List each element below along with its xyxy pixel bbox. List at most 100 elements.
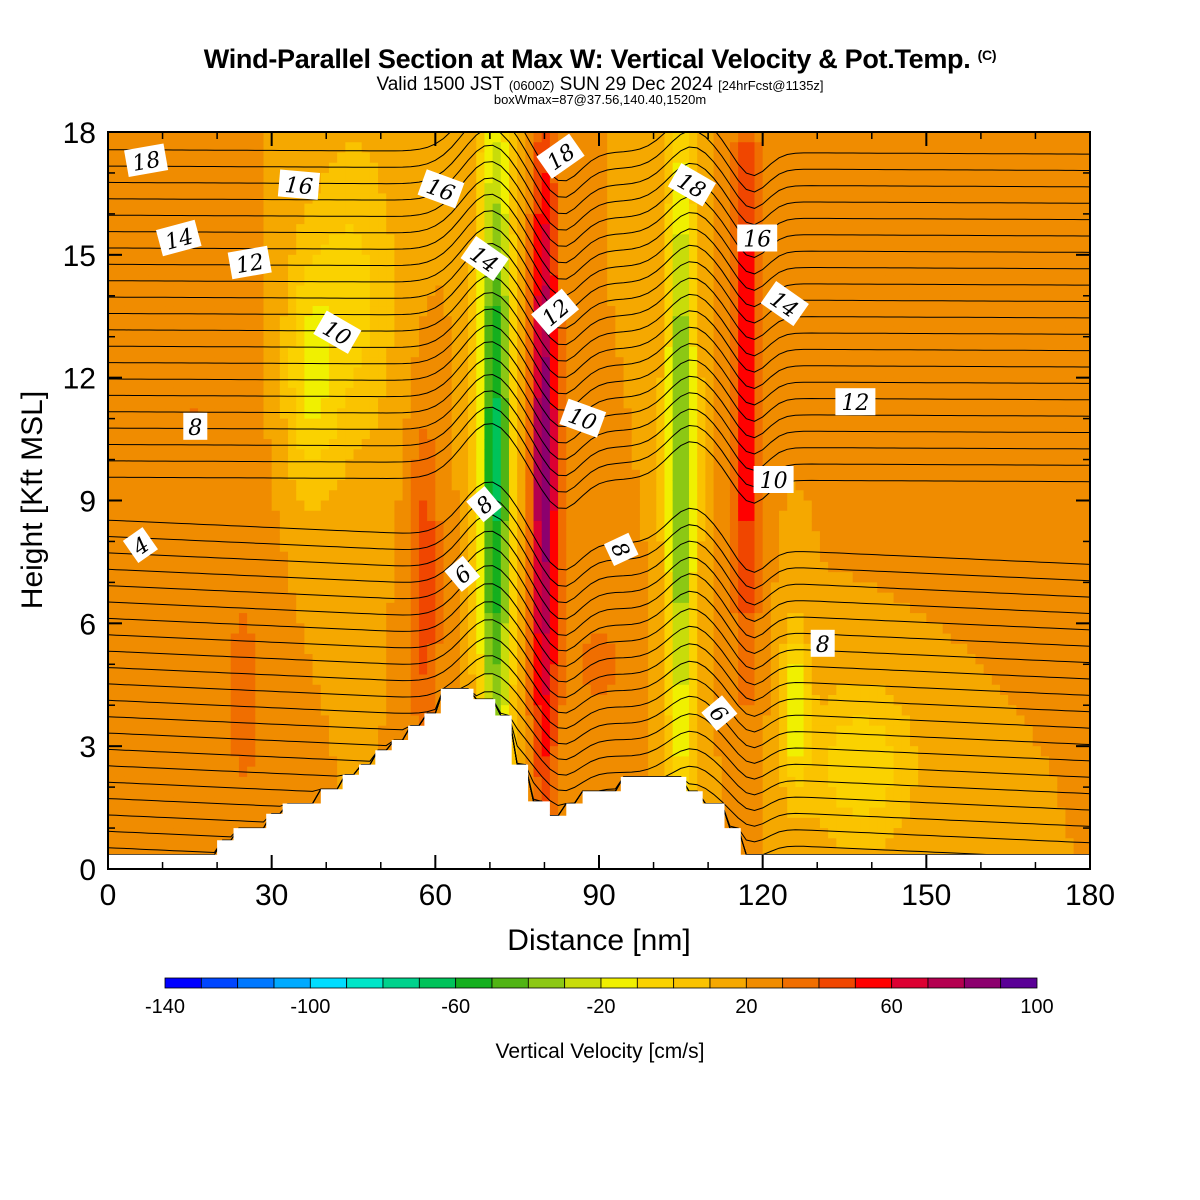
field-cell <box>214 418 224 430</box>
field-cell <box>222 797 232 809</box>
field-cell <box>181 664 191 676</box>
field-cell <box>328 183 338 195</box>
field-cell <box>443 500 453 512</box>
field-cell <box>623 510 633 522</box>
field-cell <box>672 162 682 174</box>
field-cell <box>353 152 363 164</box>
field-cell <box>386 490 396 502</box>
field-cell <box>525 203 535 215</box>
field-cell <box>132 326 142 338</box>
field-cell <box>189 172 199 184</box>
field-cell <box>631 623 641 635</box>
field-cell <box>320 295 330 307</box>
field-cell <box>181 346 191 358</box>
field-cell <box>304 234 314 246</box>
field-cell <box>206 346 215 358</box>
field-cell <box>492 510 502 522</box>
field-cell <box>418 551 428 563</box>
field-cell <box>468 367 477 379</box>
field-cell <box>124 398 134 409</box>
field-cell <box>353 275 363 287</box>
field-cell <box>361 561 371 573</box>
field-cell <box>484 572 494 583</box>
field-cell <box>116 838 125 850</box>
field-cell <box>345 224 355 235</box>
field-cell <box>189 817 199 829</box>
field-cell <box>271 449 281 461</box>
field-cell <box>124 654 134 665</box>
field-cell <box>623 213 633 225</box>
field-cell <box>279 633 289 645</box>
field-cell <box>124 459 134 471</box>
field-cell <box>607 613 616 624</box>
field-cell <box>648 746 657 758</box>
field-cell <box>599 746 608 758</box>
field-cell <box>238 746 248 758</box>
field-cell <box>345 459 355 471</box>
field-cell <box>132 183 142 195</box>
field-cell <box>247 797 256 809</box>
field-cell <box>623 561 633 573</box>
field-cell <box>492 295 502 307</box>
field-cell <box>157 715 166 727</box>
field-cell <box>247 643 256 655</box>
field-cell <box>599 254 608 266</box>
field-cell <box>157 183 166 195</box>
field-cell <box>173 510 183 522</box>
field-cell <box>386 265 396 276</box>
field-cell <box>165 459 175 471</box>
field-cell <box>500 541 510 553</box>
field-cell <box>181 674 191 686</box>
field-cell <box>468 582 477 594</box>
field-cell <box>427 244 436 256</box>
field-cell <box>198 746 207 758</box>
field-cell <box>108 838 117 850</box>
field-cell <box>288 459 297 471</box>
field-cell <box>427 132 436 143</box>
field-cell <box>508 705 518 717</box>
field-cell <box>124 480 134 491</box>
field-cell <box>418 694 428 706</box>
field-cell <box>443 336 453 348</box>
field-cell <box>394 459 404 471</box>
field-cell <box>124 582 134 594</box>
field-cell <box>304 162 314 174</box>
field-cell <box>378 715 387 727</box>
field-cell <box>386 531 396 543</box>
field-cell <box>140 336 150 348</box>
field-cell <box>148 132 158 143</box>
field-cell <box>116 828 125 839</box>
field-cell <box>500 418 510 430</box>
field-cell <box>517 336 526 348</box>
field-cell <box>165 705 175 717</box>
field-cell <box>394 480 404 491</box>
field-cell <box>664 623 674 635</box>
field-cell <box>255 183 265 195</box>
field-cell <box>157 316 166 328</box>
field-cell <box>222 162 232 174</box>
field-cell <box>222 654 232 665</box>
field-cell <box>427 490 436 502</box>
field-cell <box>541 643 551 655</box>
field-cell <box>631 633 641 645</box>
field-cell <box>271 551 281 563</box>
field-cell <box>566 387 576 399</box>
field-cell <box>165 735 175 747</box>
field-cell <box>574 674 584 686</box>
field-cell <box>582 142 592 154</box>
field-cell <box>623 500 633 512</box>
field-cell <box>525 766 535 778</box>
field-cell <box>558 439 567 450</box>
field-cell <box>656 469 666 481</box>
field-cell <box>369 715 379 727</box>
field-cell <box>607 510 616 522</box>
field-cell <box>582 162 592 174</box>
field-cell <box>394 285 404 297</box>
field-cell <box>108 500 117 512</box>
field-cell <box>198 295 207 307</box>
field-cell <box>189 766 199 778</box>
field-cell <box>271 469 281 481</box>
field-cell <box>140 480 150 491</box>
field-cell <box>435 674 445 686</box>
field-cell <box>238 807 248 819</box>
